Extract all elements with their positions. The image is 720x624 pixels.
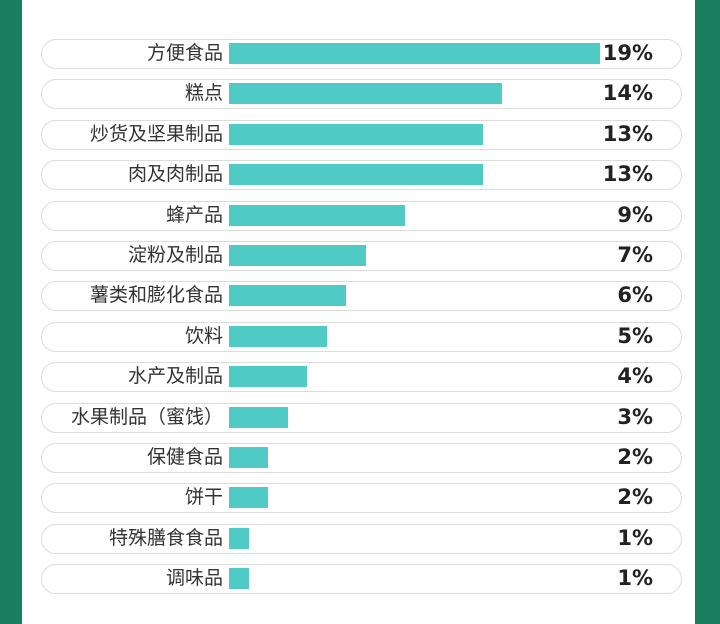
bar-row: 方便食品 19% [41,39,682,69]
bar [229,285,347,307]
value-label: 9% [617,202,653,227]
bar-row: 炒货及坚果制品 13% [41,119,682,150]
category-label: 水果制品（蜜饯） [70,405,223,428]
value-label: 13% [602,121,653,146]
bar-row: 保健食品 2% [41,443,682,473]
bar-row: 饮料 5% [41,321,682,352]
value-label: 5% [617,323,653,348]
value-label: 3% [617,404,653,429]
bar-row: 饼干 2% [41,483,682,514]
bar [229,164,483,186]
category-label: 淀粉及制品 [127,244,223,266]
bar [229,406,288,428]
bar [229,568,249,590]
value-label: 4% [617,364,653,389]
bar-row: 薯类和膨化食品 6% [41,281,682,312]
category-label: 水产及制品 [127,365,223,388]
category-label: 饮料 [184,324,223,347]
bar-row: 肉及肉制品 13% [41,160,682,191]
bar [229,43,600,64]
bar [229,447,269,468]
value-label: 1% [617,566,653,591]
category-label: 炒货及坚果制品 [89,122,223,145]
category-label: 肉及肉制品 [127,163,223,186]
value-label: 2% [617,485,653,510]
value-label: 14% [602,81,653,106]
bar [229,366,308,388]
value-label: 19% [602,41,653,65]
bar-row: 水果制品（蜜饯） 3% [41,402,682,433]
bar [229,123,483,145]
bar [229,487,269,509]
value-label: 7% [617,243,653,267]
category-label: 蜂产品 [165,203,223,226]
bar [229,83,503,105]
category-label: 糕点 [184,82,223,105]
bar-row: 糕点 14% [41,79,682,110]
bar-row: 特殊膳食食品 1% [41,523,682,554]
bar-row: 淀粉及制品 7% [41,241,682,271]
value-label: 13% [602,162,653,187]
category-label: 饼干 [184,486,223,509]
category-label: 方便食品 [146,42,223,64]
bar [229,204,405,226]
category-label: 薯类和膨化食品 [89,284,223,307]
bar [229,245,366,266]
value-label: 1% [617,525,653,550]
bar-row: 蜂产品 9% [41,200,682,231]
bar-row: 水产及制品 4% [41,362,682,393]
value-label: 2% [617,445,653,469]
category-label: 保健食品 [146,446,223,468]
bar [229,527,249,549]
category-label: 特殊膳食食品 [108,526,223,549]
bar-row: 调味品 1% [41,564,682,595]
chart-panel: 方便食品 19% 糕点 14% 炒货及坚果制品 13% 肉及肉制品 13% 蜂产品 9% 淀粉及制品… [22,0,695,624]
category-label: 调味品 [165,567,223,590]
bar [229,325,327,347]
value-label: 6% [617,283,653,308]
